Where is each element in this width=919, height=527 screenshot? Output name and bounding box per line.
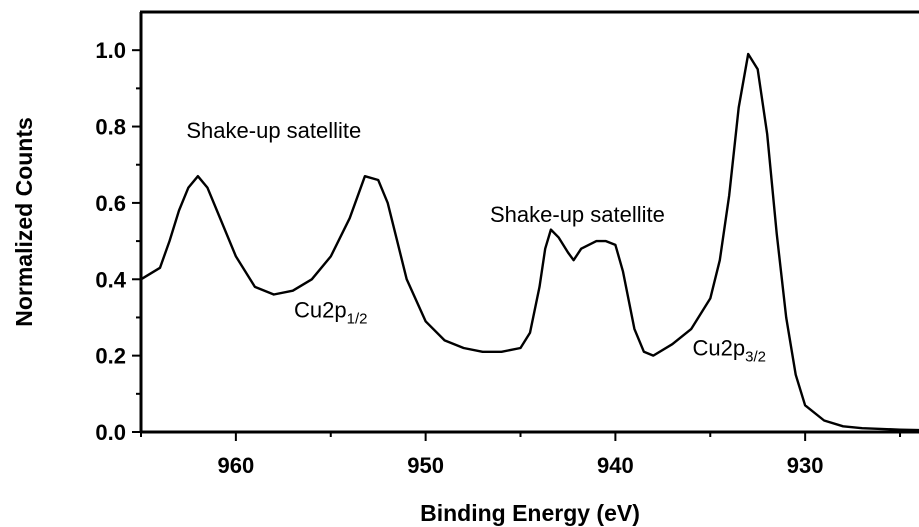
plot-frame	[139, 10, 919, 434]
y-ticks: 0.0 0.2 0.4 0.6 0.8 1.0	[95, 38, 141, 445]
x-tick-label: 940	[597, 453, 634, 478]
y-axis-title: Normalized Counts	[11, 117, 37, 327]
y-tick-label: 1.0	[95, 38, 126, 63]
annotation-sat-left: Shake-up satellite	[186, 118, 361, 143]
y-tick-label: 0.2	[95, 344, 126, 369]
annotations: Shake-up satellite Cu2p1/2 Shake-up satell…	[186, 118, 766, 366]
y-tick-label: 0.8	[95, 115, 126, 140]
x-axis-title: Binding Energy (eV)	[420, 500, 640, 526]
y-tick-label: 0.0	[95, 420, 126, 445]
spectrum-line	[140, 52, 919, 432]
y-tick-label: 0.6	[95, 191, 126, 216]
x-tick-label: 960	[218, 453, 255, 478]
x-ticks: 960 950 940 930	[140, 432, 902, 478]
annotation-sat-mid: Shake-up satellite	[490, 202, 665, 227]
annotation-cu2p12: Cu2p1/2	[294, 297, 367, 327]
annotation-cu2p32: Cu2p3/2	[693, 336, 766, 366]
x-tick-label: 950	[407, 453, 444, 478]
x-tick-label: 930	[787, 453, 824, 478]
y-tick-label: 0.4	[95, 267, 126, 292]
